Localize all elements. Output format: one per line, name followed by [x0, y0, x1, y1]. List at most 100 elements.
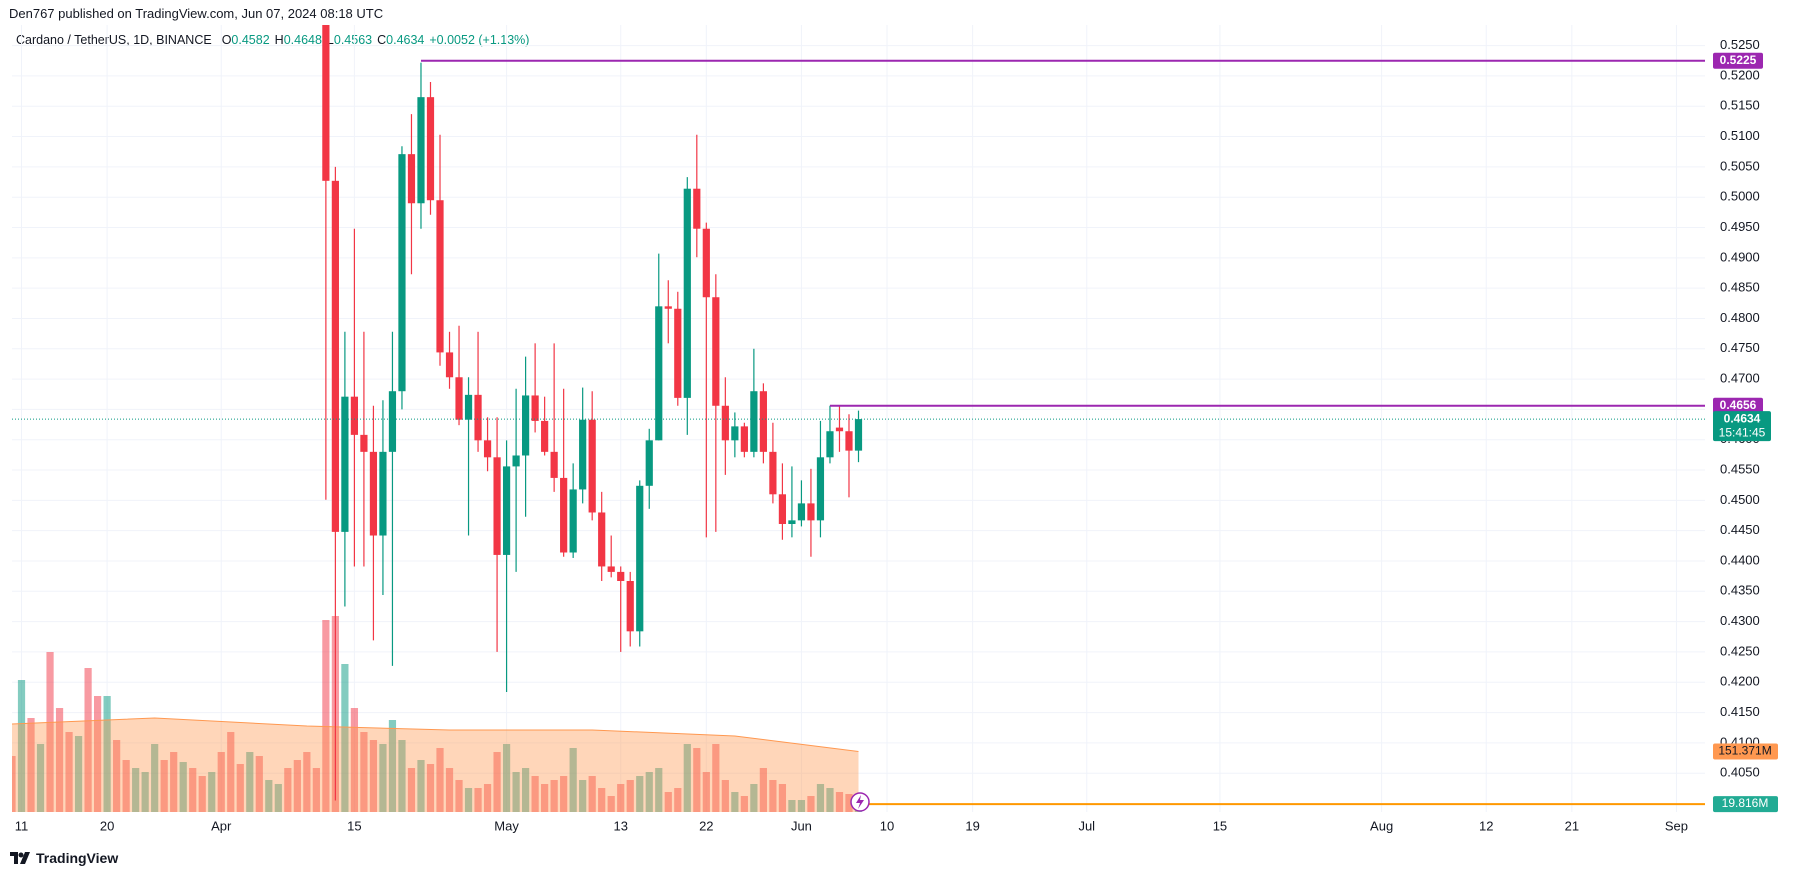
candle-body	[541, 420, 549, 452]
candle-body	[683, 188, 691, 398]
volume-bar	[341, 664, 349, 812]
x-tick-label: 11	[15, 818, 29, 833]
volume-bar	[626, 780, 634, 812]
candle-body	[417, 97, 425, 204]
candle-body	[759, 391, 767, 452]
candle-body	[645, 440, 653, 486]
volume-ma-line	[12, 717, 859, 752]
volume-bar	[246, 752, 254, 812]
volume-bar	[36, 744, 45, 812]
y-tick-label: 0.5250	[1720, 37, 1760, 52]
volume-ma-area	[12, 718, 859, 812]
volume-bar	[227, 732, 235, 812]
x-tick-label: 21	[1565, 818, 1579, 833]
x-tick-label: 15	[347, 818, 361, 833]
volume-bar	[579, 780, 587, 812]
candle-body	[569, 489, 577, 553]
volume-bar	[217, 752, 225, 812]
bolt-icon	[850, 792, 870, 812]
y-tick-label: 0.5000	[1720, 189, 1760, 204]
footer: TradingView	[10, 850, 118, 866]
logo	[10, 852, 30, 864]
volume-bar	[607, 796, 615, 812]
candle-body	[322, 25, 330, 181]
volume-bar	[293, 760, 301, 812]
y-tick-label: 0.4900	[1720, 249, 1760, 264]
volume-bar	[189, 768, 197, 812]
candle-body	[778, 494, 787, 524]
volume-bar	[750, 784, 758, 812]
level-label: 0.5225	[1720, 53, 1757, 67]
candle-body	[379, 451, 387, 536]
candle-body	[531, 395, 539, 421]
candle-body	[807, 503, 815, 521]
volume-bar	[208, 772, 216, 812]
legend: Cardano / TetherUS, 1D, BINANCE O0.4582 H0…	[16, 33, 534, 47]
volume-bar	[483, 784, 492, 812]
volume-bar	[502, 744, 511, 812]
axes: 0.40500.41000.41500.42000.42500.43000.43…	[15, 37, 1778, 833]
ohlc-value: 0.4634	[386, 33, 425, 47]
volume-bar	[512, 772, 520, 812]
volume-bar	[569, 748, 577, 812]
candle-body	[341, 396, 349, 532]
volume-bar	[426, 764, 435, 812]
volume-bar	[845, 794, 853, 812]
candle-body	[693, 188, 701, 229]
volume-bar	[560, 776, 568, 812]
volume-bar	[617, 784, 625, 812]
candle-body	[845, 431, 853, 451]
candle-body	[360, 434, 368, 452]
y-tick-label: 0.4750	[1720, 340, 1760, 355]
candle-body	[854, 419, 863, 451]
x-tick-label: Jul	[1078, 818, 1095, 833]
volume-bar	[132, 768, 140, 812]
x-tick-label: Aug	[1370, 818, 1393, 833]
volume-bar	[17, 680, 26, 812]
last-price-box	[1713, 411, 1771, 442]
candle-body	[369, 451, 378, 536]
candle-body	[702, 228, 710, 298]
ohlc: O0.4582 H0.4648 L0.4563 C0.4634	[222, 33, 430, 47]
candle-body	[445, 352, 454, 378]
volume-bar	[816, 784, 825, 812]
candle-body	[797, 503, 806, 521]
x-tick-label: 20	[100, 818, 114, 833]
candle-body	[579, 419, 587, 490]
level-label: 0.4656	[1720, 398, 1757, 412]
volume-bar	[835, 792, 844, 812]
ohlc-key: C	[377, 33, 387, 47]
y-tick-label: 0.4450	[1720, 522, 1760, 537]
candle-body	[674, 308, 682, 398]
x-tick-label: Apr	[211, 818, 232, 833]
volume-bar	[474, 788, 482, 812]
candle-body	[436, 200, 444, 353]
volume-bar	[721, 780, 729, 812]
volume-bar	[683, 744, 691, 812]
volume-bar	[674, 788, 682, 812]
volume-bar	[522, 768, 530, 812]
volume-bar	[103, 696, 111, 812]
volume-bar	[27, 718, 35, 812]
volume-bar	[445, 768, 454, 812]
candle-body	[598, 512, 606, 567]
candle-body	[617, 571, 625, 581]
ma-label-box	[1713, 743, 1778, 760]
last-price-label: 0.4634	[1724, 411, 1761, 425]
volume-bar	[312, 768, 320, 812]
volume-bar	[255, 756, 263, 812]
ohlc-key: O	[221, 33, 232, 47]
volume-bar	[702, 772, 710, 812]
candle-body	[740, 426, 748, 452]
volume-bar	[284, 768, 292, 812]
candle-body	[721, 405, 729, 441]
y-tick-label: 0.4200	[1720, 674, 1760, 689]
candle-body	[788, 520, 796, 524]
ohlc-value: 0.4582	[231, 33, 270, 47]
volume-bar	[265, 780, 273, 812]
volume-bar	[712, 744, 720, 812]
candle-body	[502, 466, 511, 555]
candle-body	[512, 455, 520, 467]
volume-bar	[826, 788, 834, 812]
